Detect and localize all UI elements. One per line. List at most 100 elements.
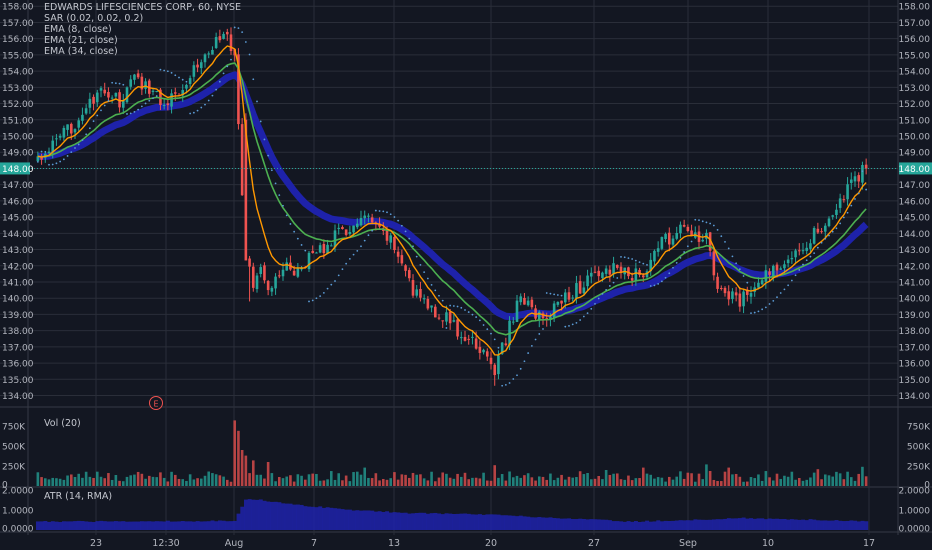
sar-dot (397, 219, 400, 222)
volume-legend-label[interactable]: Vol (20) (44, 418, 81, 429)
candle-body (173, 92, 177, 94)
atr-bar (154, 521, 159, 530)
sar-dot (646, 264, 648, 266)
atr-bar (281, 503, 286, 530)
candle-body (771, 265, 775, 277)
atr-bar (429, 513, 434, 530)
volume-bar (790, 471, 794, 486)
candle-body (571, 297, 575, 299)
pane-tick-right: 250K (907, 463, 931, 473)
atr-bar (637, 522, 642, 530)
atr-bar (596, 519, 601, 530)
volume-bar (541, 476, 545, 486)
atr-bar (225, 521, 230, 530)
volume-bar (307, 474, 311, 486)
volume-bar (671, 479, 675, 486)
candle-body (612, 263, 615, 275)
sar-dot (263, 138, 266, 141)
time-tick-label[interactable]: 7 (311, 538, 317, 549)
ema34-series-line (37, 71, 869, 321)
atr-bar (132, 521, 137, 530)
volume-bar (303, 479, 307, 486)
atr-bar (589, 519, 594, 530)
volume-bar (355, 471, 359, 486)
candle-body (831, 215, 835, 217)
time-axis[interactable]: 23 12:30 Aug 7 13 20 27 Sep 10 17 (90, 538, 875, 549)
volume-bar (211, 473, 214, 486)
time-tick-label[interactable]: 12:30 (152, 538, 179, 549)
time-tick-label[interactable]: 27 (588, 538, 600, 549)
symbol-title[interactable]: EDWARDS LIFESCIENCES CORP, 60, NYSE (44, 2, 242, 13)
price-tick-left: 153.00 (2, 84, 34, 94)
candle-body (549, 316, 552, 320)
candle-body (511, 321, 515, 323)
candle-body (523, 297, 526, 305)
atr-bar (388, 512, 393, 530)
atr-bar (247, 499, 252, 530)
atr-bar (726, 518, 731, 530)
ema34-legend-label[interactable]: EMA (34, close) (44, 46, 118, 57)
candle-body (448, 311, 452, 324)
price-axes[interactable]: 158.00 158.00 157.00 157.00 156.00 156.00 155.… (0, 3, 932, 535)
volume-bar (326, 479, 329, 486)
atr-bar (793, 519, 798, 530)
candle-body (526, 300, 530, 306)
volume-bar (333, 479, 337, 486)
candle-body (430, 305, 433, 308)
time-tick-label[interactable]: Aug (225, 538, 244, 549)
atr-bar (310, 506, 315, 530)
atr-bar (552, 518, 557, 530)
candle-body (797, 250, 801, 252)
atr-bar (734, 518, 739, 530)
atr-legend: ATR (14, RMA) (44, 491, 112, 502)
candle-body (251, 266, 255, 288)
atr-bar (414, 512, 419, 530)
time-tick-label[interactable]: Sep (679, 538, 697, 549)
atr-bar (273, 501, 278, 530)
atr-legend-label[interactable]: ATR (14, RMA) (44, 491, 113, 502)
time-tick-label[interactable]: 10 (762, 538, 774, 549)
atr-bar (775, 518, 780, 530)
time-tick-label[interactable]: 23 (90, 538, 102, 549)
atr-bar (767, 518, 772, 530)
sar-dot (616, 277, 619, 279)
price-tick-right: 139.00 (899, 311, 931, 321)
atr-bar (355, 510, 360, 530)
candle-body (311, 250, 315, 254)
pane-tick-left: 750K (2, 423, 26, 433)
price-tick-left: 136.00 (2, 360, 34, 370)
volume-bar (84, 471, 88, 486)
price-tick-right: 143.00 (899, 246, 931, 256)
atr-bar (128, 521, 133, 530)
candle-body (40, 156, 43, 160)
sar-dot (776, 296, 778, 299)
sar-dot (516, 374, 518, 377)
atr-bar (188, 521, 193, 530)
sar-dot (200, 106, 203, 109)
sar-legend-label[interactable]: SAR (0.02, 0.02, 0.2) (44, 13, 144, 24)
volume-bar (757, 474, 760, 486)
candle-body (51, 140, 55, 153)
candle-body (653, 250, 656, 262)
candle-body (393, 236, 396, 250)
atr-bar (853, 520, 858, 530)
candle-body (437, 317, 441, 319)
candle-body (407, 270, 411, 279)
candle-body (326, 244, 329, 254)
time-tick-label[interactable]: 20 (485, 538, 497, 549)
ema21-legend-label[interactable]: EMA (21, close) (44, 35, 118, 46)
volume-bar (255, 474, 259, 486)
candle-body (786, 259, 790, 264)
candle-body (411, 280, 415, 296)
candle-body (816, 228, 820, 233)
candle-body (467, 338, 471, 340)
candle-body (95, 92, 99, 103)
atr-bar (764, 519, 768, 530)
time-tick-label[interactable]: 13 (388, 538, 400, 549)
ema8-legend-label[interactable]: EMA (8, close) (44, 24, 112, 35)
sar-dot (59, 160, 62, 163)
atr-bar (299, 504, 304, 530)
time-tick-label[interactable]: 17 (863, 538, 875, 549)
candle-body (370, 217, 374, 223)
